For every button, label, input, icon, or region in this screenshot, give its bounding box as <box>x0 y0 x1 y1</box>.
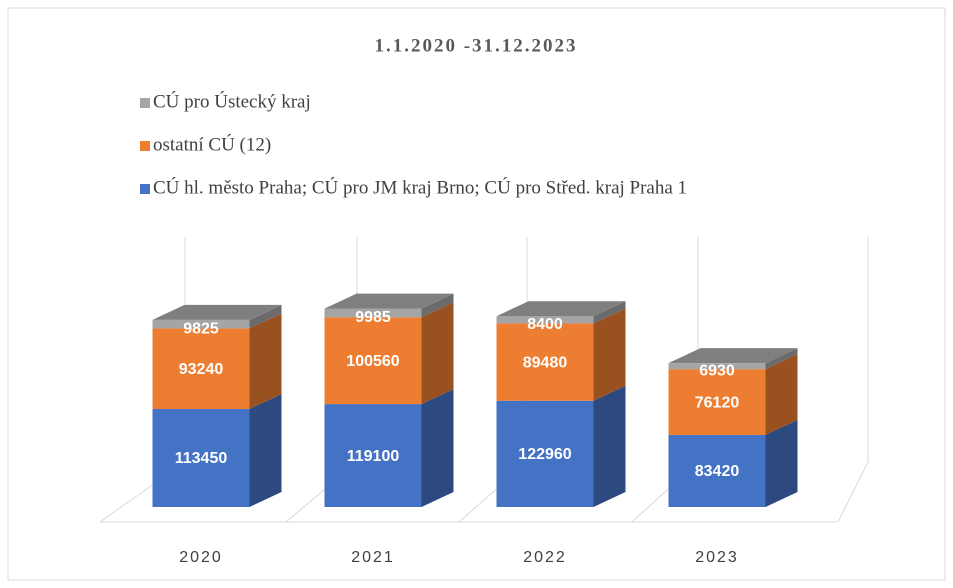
bar-top <box>152 304 282 320</box>
data-label: 6930 <box>699 362 735 379</box>
bar-side <box>249 313 282 409</box>
legend-label: CÚ hl. město Praha; CÚ pro JM kraj Brno;… <box>153 176 687 198</box>
data-label: 89480 <box>523 354 568 371</box>
bar-side <box>593 308 626 401</box>
legend-swatch <box>140 98 150 108</box>
data-label: 113450 <box>175 450 228 467</box>
bar <box>668 434 766 507</box>
data-label: 119100 <box>347 448 400 465</box>
data-label: 93240 <box>179 361 224 378</box>
legend-swatch <box>140 141 150 151</box>
bar-side <box>593 301 626 324</box>
legend-label: ostatní CÚ (12) <box>153 133 271 155</box>
bar <box>496 316 594 324</box>
data-label: 9985 <box>355 309 391 326</box>
bar <box>496 400 594 507</box>
bar <box>152 408 250 507</box>
data-label: 122960 <box>518 446 571 463</box>
data-label: 76120 <box>695 394 740 411</box>
chart-border <box>7 7 946 581</box>
x-tick-label: 2023 <box>695 549 739 566</box>
bar-top <box>668 348 798 364</box>
bar-top <box>496 301 626 317</box>
data-label: 100560 <box>346 353 399 370</box>
bar-side <box>421 302 454 405</box>
bar <box>496 323 594 401</box>
bar-side <box>421 293 454 318</box>
bar <box>324 308 422 318</box>
bar-side <box>249 393 282 507</box>
bar <box>152 328 250 409</box>
bar <box>668 363 766 370</box>
legend-swatch <box>140 184 150 194</box>
bar-side <box>249 304 282 329</box>
data-label: 8400 <box>527 316 563 333</box>
bar-side <box>765 348 798 370</box>
bar <box>324 404 422 507</box>
bar <box>324 317 422 405</box>
data-label: 9825 <box>183 320 219 337</box>
x-tick-label: 2022 <box>523 549 567 566</box>
legend-label: CÚ pro Ústecký kraj <box>153 90 311 112</box>
bar <box>668 369 766 435</box>
bar-side <box>593 385 626 507</box>
bar <box>152 319 250 329</box>
data-label: 83420 <box>695 463 740 480</box>
bar-top <box>324 293 454 309</box>
chart-title: 1.1.2020 -31.12.2023 <box>374 35 577 56</box>
bar-side <box>421 389 454 507</box>
bar-side <box>765 419 798 507</box>
x-tick-label: 2021 <box>351 549 395 566</box>
bar-side <box>765 354 798 435</box>
x-tick-label: 2020 <box>179 549 223 566</box>
